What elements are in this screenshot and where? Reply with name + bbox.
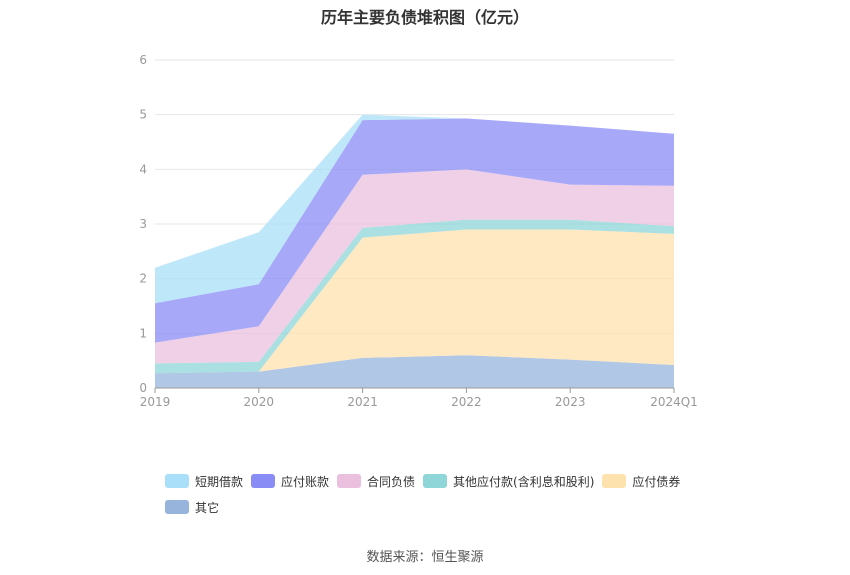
y-tick-label: 2 (139, 272, 147, 286)
legend-swatch (602, 474, 627, 488)
legend-swatch (165, 474, 189, 488)
x-tick-label: 2019 (140, 395, 171, 409)
y-tick-label: 0 (139, 381, 147, 395)
area-series-0[interactable] (155, 355, 674, 388)
legend-label: 合同负债 (367, 474, 416, 489)
legend-swatch (423, 474, 448, 488)
legend-swatch (337, 474, 362, 488)
x-tick-label: 2021 (347, 395, 378, 409)
x-tick-label: 2024Q1 (650, 395, 698, 409)
axes: 0 1 2 3 4 5 6 2019 2020 2021 2022 2023 2024Q1 (139, 53, 697, 409)
x-tick-label: 2023 (555, 395, 586, 409)
legend-swatch (251, 474, 276, 488)
legend-item[interactable]: 合同负债 (337, 472, 415, 490)
area-series-5[interactable] (155, 114, 674, 304)
stacked-area-chart: 0 1 2 3 4 5 6 2019 2020 2021 2022 2023 2024Q1 (139, 53, 697, 409)
data-source: 数据来源：恒生聚源 (366, 550, 484, 565)
y-tick-label: 6 (139, 53, 147, 67)
area-series-4[interactable] (155, 118, 674, 343)
legend-item[interactable]: 短期借款 (165, 472, 243, 490)
legend-item[interactable]: 应付债券 (602, 472, 680, 490)
y-tick-label: 1 (139, 326, 147, 340)
y-tick-label: 5 (139, 108, 147, 122)
legend-label: 短期借款 (195, 474, 244, 489)
y-tick-label: 4 (139, 162, 147, 176)
legend-label: 其它 (195, 500, 220, 515)
legend-swatch (165, 500, 189, 514)
legend-label: 应付账款 (281, 474, 330, 489)
x-tick-label: 2020 (244, 395, 275, 409)
legend-item[interactable]: 应付账款 (251, 472, 329, 490)
legend-item[interactable]: 其它 (165, 498, 219, 516)
area-series-3[interactable] (155, 169, 674, 364)
legend: 短期借款 应付账款 合同负债 其他应付款(含利息和股利) 应付债券其它 (165, 472, 725, 524)
legend-label: 其他应付款(含利息和股利) (453, 474, 595, 489)
x-tick-label: 2022 (451, 395, 482, 409)
area-series-1[interactable] (155, 229, 674, 374)
area-series-2[interactable] (155, 219, 674, 374)
y-tick-label: 3 (139, 217, 147, 231)
chart-title: 历年主要负债堆积图（亿元） (320, 8, 529, 27)
area-series (155, 114, 674, 388)
legend-label: 应付债券 (632, 474, 681, 489)
legend-item[interactable]: 其他应付款(含利息和股利) (423, 472, 594, 490)
